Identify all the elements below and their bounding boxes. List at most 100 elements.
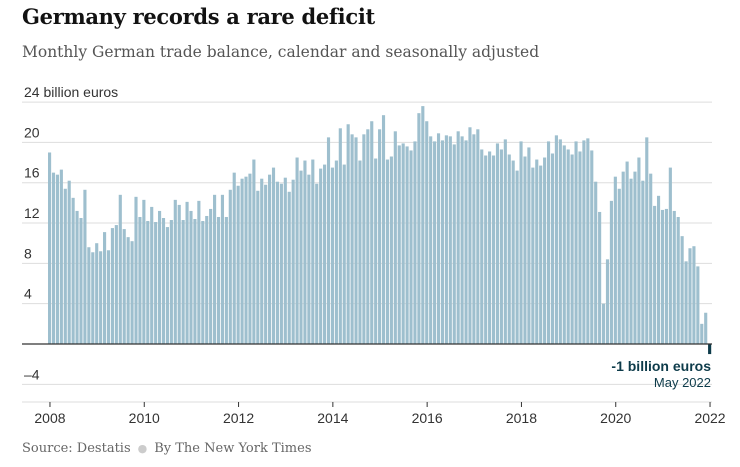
y-tick-label: 12 bbox=[24, 205, 40, 221]
data-bar bbox=[554, 135, 558, 344]
data-bar bbox=[366, 129, 370, 344]
x-tick-label: 2012 bbox=[223, 410, 254, 426]
data-bar bbox=[385, 159, 390, 344]
y-tick-label: 24 billion euros bbox=[24, 84, 118, 100]
data-bar bbox=[260, 178, 264, 344]
data-bar bbox=[617, 188, 621, 344]
data-bar bbox=[381, 115, 386, 345]
data-bar bbox=[173, 199, 177, 344]
data-bar bbox=[578, 151, 582, 344]
data-bar bbox=[370, 121, 374, 344]
data-bar bbox=[664, 208, 668, 344]
data-bar bbox=[535, 159, 539, 344]
data-bar bbox=[358, 160, 362, 344]
data-bar bbox=[209, 208, 213, 344]
data-bar bbox=[295, 157, 299, 344]
data-bar bbox=[425, 121, 429, 344]
data-bar bbox=[169, 220, 173, 344]
data-bar bbox=[323, 164, 327, 344]
data-bar bbox=[660, 209, 665, 344]
data-bar bbox=[185, 201, 189, 344]
data-bar bbox=[240, 178, 244, 344]
data-bar bbox=[527, 147, 531, 344]
data-bar bbox=[405, 146, 409, 344]
data-bar bbox=[629, 178, 633, 344]
data-bar bbox=[201, 221, 205, 344]
data-bar bbox=[625, 161, 629, 344]
data-bar bbox=[637, 157, 641, 344]
data-bar bbox=[83, 189, 87, 344]
data-bar bbox=[71, 197, 75, 344]
y-tick-label: 16 bbox=[24, 165, 40, 181]
data-bar bbox=[409, 150, 413, 344]
data-bar bbox=[350, 134, 354, 344]
data-bar bbox=[146, 221, 150, 344]
data-bar bbox=[433, 141, 437, 344]
data-bar bbox=[118, 194, 122, 344]
data-bar bbox=[503, 139, 507, 344]
data-bar bbox=[264, 184, 268, 344]
data-bar bbox=[393, 131, 397, 344]
data-bar bbox=[291, 179, 295, 344]
data-bar bbox=[177, 204, 181, 344]
data-bar bbox=[114, 225, 118, 344]
data-bar bbox=[700, 323, 704, 344]
data-bar bbox=[605, 259, 610, 344]
data-bar bbox=[134, 196, 138, 344]
data-bar bbox=[601, 303, 606, 344]
data-bar bbox=[397, 145, 401, 344]
x-tick-label: 2016 bbox=[412, 410, 443, 426]
data-bar bbox=[488, 151, 492, 344]
y-tick-label: 4 bbox=[24, 286, 32, 302]
data-bar bbox=[378, 129, 382, 344]
data-bar bbox=[515, 170, 519, 344]
data-bar bbox=[491, 155, 496, 344]
data-bar bbox=[275, 181, 280, 344]
data-bar bbox=[562, 145, 566, 344]
data-bar bbox=[676, 216, 680, 344]
data-bar bbox=[421, 106, 425, 344]
data-bar bbox=[51, 172, 56, 344]
data-bar bbox=[55, 174, 59, 344]
x-tick-label: 2014 bbox=[317, 410, 348, 426]
data-bar bbox=[181, 220, 185, 344]
data-bar bbox=[507, 154, 511, 344]
data-bar bbox=[574, 141, 578, 344]
data-bar bbox=[641, 180, 645, 344]
data-bar bbox=[330, 167, 335, 344]
data-bar bbox=[472, 134, 476, 344]
data-bar bbox=[103, 232, 107, 344]
data-bar bbox=[299, 170, 303, 344]
data-bar bbox=[315, 183, 319, 344]
data-bar bbox=[110, 228, 114, 344]
data-bar bbox=[566, 149, 570, 344]
data-bar bbox=[546, 141, 551, 344]
data-bar bbox=[389, 156, 393, 344]
chart-subtitle: Monthly German trade balance, calendar a… bbox=[22, 43, 540, 61]
data-bar bbox=[244, 176, 248, 344]
data-bar bbox=[531, 167, 535, 344]
data-bar bbox=[79, 218, 83, 344]
data-bar bbox=[570, 154, 574, 344]
data-bar bbox=[468, 127, 472, 344]
data-bar bbox=[122, 229, 126, 344]
data-bar bbox=[224, 216, 228, 344]
data-bar bbox=[444, 135, 448, 344]
data-bar bbox=[193, 219, 197, 344]
data-bar bbox=[645, 137, 649, 344]
data-bar bbox=[613, 176, 617, 344]
data-bar bbox=[476, 129, 480, 344]
data-bar bbox=[205, 215, 209, 344]
data-bar bbox=[586, 138, 590, 344]
data-bar bbox=[692, 246, 696, 344]
data-bar bbox=[213, 194, 217, 344]
data-bar bbox=[704, 312, 708, 344]
data-bar bbox=[511, 160, 515, 344]
data-bar bbox=[232, 172, 236, 344]
data-bar bbox=[653, 205, 657, 344]
data-bar bbox=[543, 157, 547, 344]
data-bar bbox=[150, 206, 154, 344]
data-bar bbox=[126, 237, 130, 344]
source-text: Source: Destatis bbox=[22, 441, 131, 456]
data-bar bbox=[75, 210, 79, 344]
